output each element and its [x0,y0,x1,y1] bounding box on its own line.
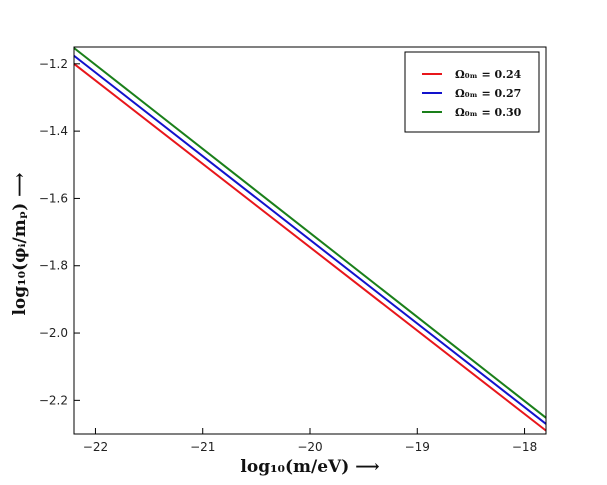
y-tick-label: −1.8 [39,259,68,273]
x-axis: −22 −21 −20 −19 −18 [83,428,537,454]
series-line-2 [73,47,547,419]
legend-label-0: Ω₀ₘ = 0.24 [455,68,522,81]
series-line-0 [73,63,547,432]
y-tick-label: −2.2 [39,393,68,407]
plot-lines [73,47,547,432]
y-axis-label: log₁₀(φᵢ/mₚ) ⟶ [10,172,30,315]
x-tick-label: −18 [512,440,537,454]
x-tick-label: −20 [297,440,322,454]
x-tick-label: −19 [405,440,430,454]
legend-label-1: Ω₀ₘ = 0.27 [455,87,521,100]
y-tick-label: −2.0 [39,326,68,340]
y-tick-label: −1.6 [39,191,68,205]
x-axis-label: log₁₀(m/eV) ⟶ [240,457,379,477]
series-line-1 [73,54,547,425]
legend: Ω₀ₘ = 0.24 Ω₀ₘ = 0.27 Ω₀ₘ = 0.30 [404,51,540,133]
y-axis: −2.2 −2.0 −1.8 −1.6 −1.4 −1.2 [39,57,80,407]
legend-label-2: Ω₀ₘ = 0.30 [455,106,522,119]
x-tick-label: −22 [83,440,108,454]
y-tick-label: −1.2 [39,57,68,71]
x-tick-label: −21 [190,440,215,454]
y-tick-label: −1.4 [39,124,68,138]
